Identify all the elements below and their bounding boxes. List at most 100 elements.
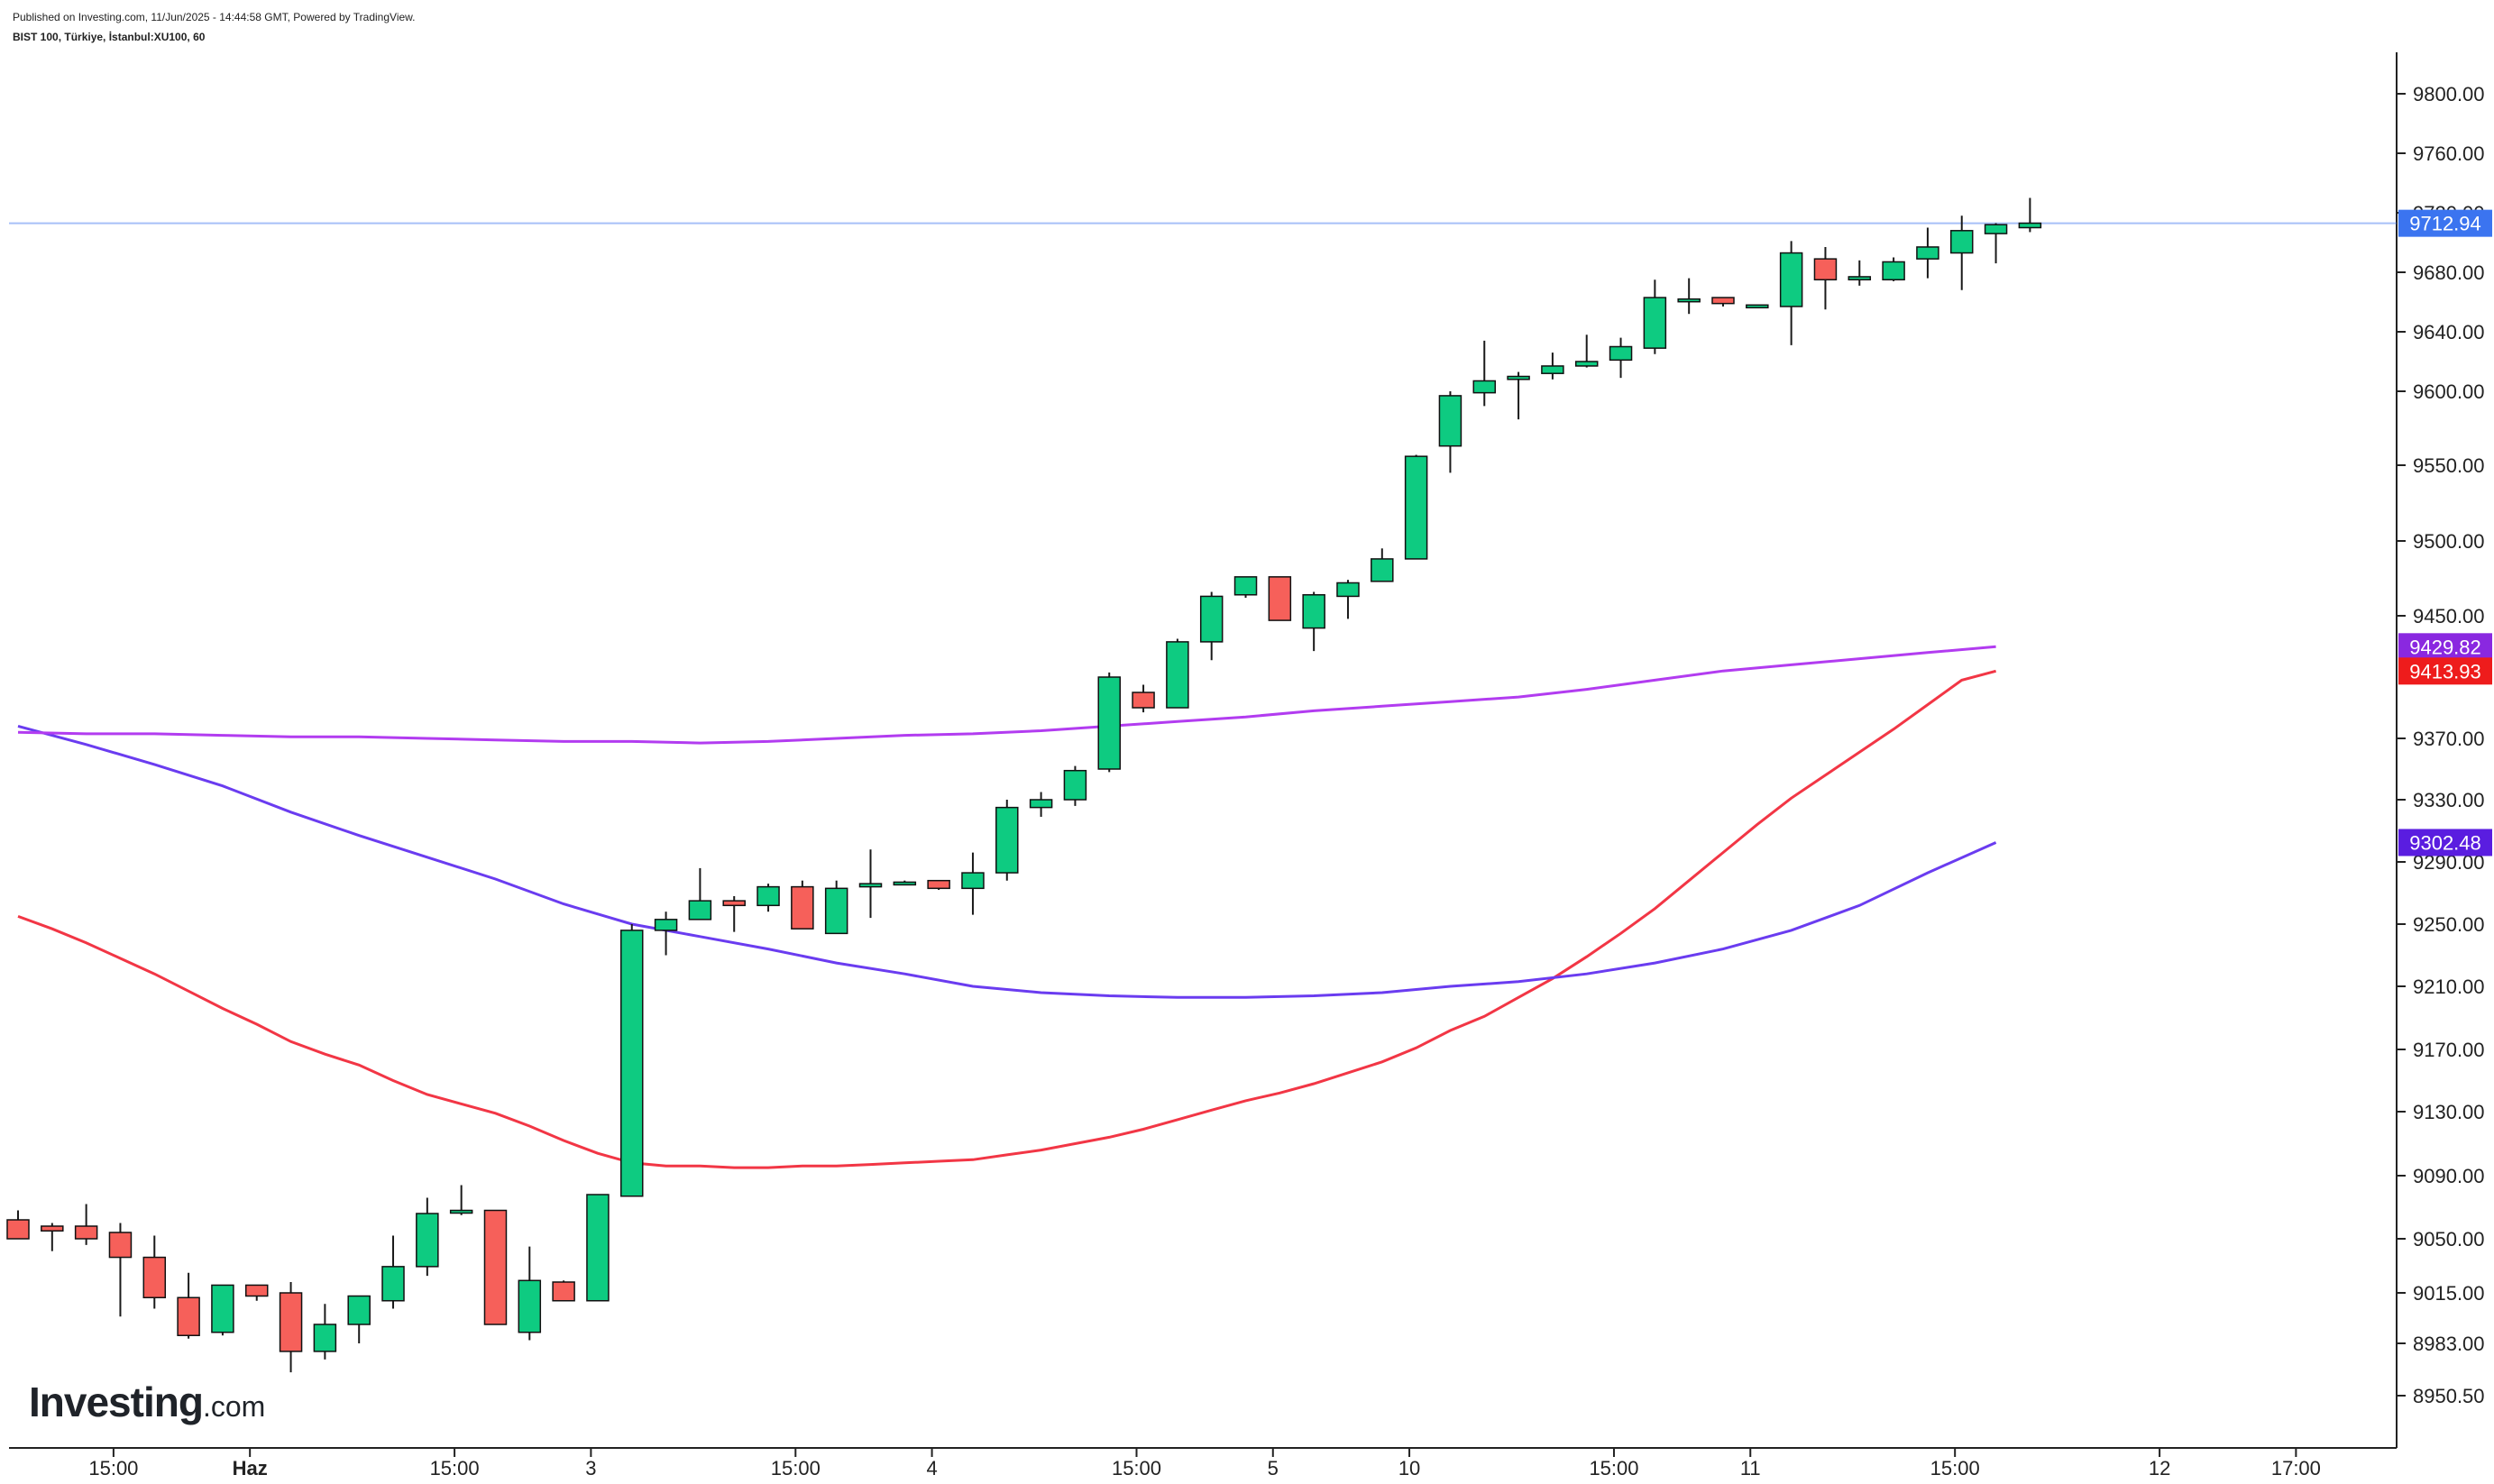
candle[interactable] — [1404, 454, 1428, 560]
candle[interactable] — [483, 1209, 508, 1325]
candle[interactable] — [1609, 337, 1633, 379]
candle-body — [279, 1292, 303, 1352]
candle[interactable] — [961, 852, 985, 915]
candle[interactable] — [1371, 548, 1394, 582]
candle[interactable] — [74, 1204, 98, 1245]
candle-body — [1233, 576, 1258, 596]
candle[interactable] — [313, 1304, 337, 1360]
candle[interactable] — [893, 880, 917, 886]
candle[interactable] — [620, 924, 644, 1197]
candle[interactable] — [1302, 591, 1325, 652]
candle-body — [927, 879, 950, 890]
candle[interactable] — [347, 1295, 371, 1344]
candle[interactable] — [1472, 340, 1497, 407]
candle[interactable] — [6, 1210, 30, 1240]
price-badge: 9413.93 — [2398, 657, 2492, 685]
logo-brand: Investing — [29, 1379, 204, 1425]
candle[interactable] — [416, 1197, 439, 1277]
symbol-line: BIST 100, Türkiye, İstanbul:XU100, 60 — [13, 31, 206, 43]
candle-body — [1779, 252, 1803, 307]
candle-body — [1438, 395, 1462, 447]
candle[interactable] — [1233, 576, 1258, 599]
moving-averages — [17, 645, 1997, 1169]
candle[interactable] — [1848, 260, 1872, 286]
candle[interactable] — [1677, 278, 1701, 315]
candle[interactable] — [1268, 576, 1292, 621]
y-tick-label: 9330.00 — [2413, 789, 2485, 811]
candle[interactable] — [1336, 580, 1360, 619]
candle[interactable] — [1711, 297, 1735, 307]
candle[interactable] — [142, 1235, 167, 1309]
candle[interactable] — [41, 1223, 64, 1251]
candle[interactable] — [1984, 223, 2008, 264]
candle-body — [552, 1281, 575, 1302]
candle[interactable] — [1029, 792, 1053, 817]
candle[interactable] — [1166, 638, 1189, 709]
candle[interactable] — [1779, 241, 1803, 345]
y-tick-label: 8983.00 — [2413, 1333, 2485, 1355]
candle[interactable] — [108, 1223, 133, 1317]
candle[interactable] — [756, 884, 780, 912]
candle[interactable] — [1574, 334, 1599, 368]
candle[interactable] — [688, 867, 712, 921]
candle[interactable] — [1063, 765, 1087, 806]
candle-body — [1507, 375, 1530, 380]
candle[interactable] — [1507, 371, 1530, 420]
candle-body — [1472, 380, 1497, 394]
candle-body — [654, 919, 678, 931]
price-badge-label: 9712.94 — [2409, 213, 2481, 235]
candle[interactable] — [1097, 672, 1121, 773]
candle[interactable] — [1813, 246, 1838, 310]
candle-body — [381, 1266, 405, 1302]
candle-body — [1199, 595, 1224, 643]
candle-body — [858, 883, 883, 888]
candle[interactable] — [1132, 684, 1155, 713]
candle[interactable] — [177, 1272, 200, 1339]
candle[interactable] — [654, 911, 678, 956]
candle[interactable] — [552, 1280, 575, 1302]
candle[interactable] — [791, 880, 814, 930]
candle-body — [74, 1225, 98, 1240]
candle-body — [893, 881, 917, 886]
candle-body — [1029, 799, 1053, 809]
candle-body — [518, 1279, 542, 1333]
candle[interactable] — [927, 879, 950, 891]
candle[interactable] — [244, 1284, 269, 1301]
x-tick-label: 15:00 — [88, 1457, 138, 1479]
candle[interactable] — [518, 1246, 542, 1341]
candle[interactable] — [1746, 304, 1769, 309]
candle[interactable] — [381, 1235, 405, 1309]
candle[interactable] — [1643, 279, 1667, 354]
candle[interactable] — [1949, 215, 1974, 290]
published-line: Published on Investing.com, 11/Jun/2025 … — [13, 11, 416, 23]
candle-body — [791, 885, 814, 930]
candle-body — [449, 1209, 473, 1214]
moving-average-line-2 — [17, 724, 1997, 999]
candle-body — [1097, 676, 1121, 770]
candle-body — [6, 1219, 30, 1240]
candle[interactable] — [722, 895, 746, 932]
candle[interactable] — [211, 1284, 234, 1336]
candle[interactable] — [995, 800, 1019, 881]
y-tick-label: 9050.00 — [2413, 1228, 2485, 1250]
candle[interactable] — [824, 880, 848, 935]
candle[interactable] — [586, 1194, 610, 1302]
x-tick-label: 15:00 — [1930, 1457, 1980, 1479]
candle[interactable] — [1438, 391, 1462, 473]
chart-frame — [9, 52, 2398, 1449]
x-tick-label: 3 — [585, 1457, 596, 1479]
candle[interactable] — [1541, 353, 1564, 380]
candle-body — [1949, 230, 1974, 254]
candle-body — [1711, 297, 1735, 305]
candle[interactable] — [1916, 227, 1939, 279]
candle[interactable] — [858, 849, 883, 919]
candle[interactable] — [449, 1185, 473, 1215]
candle[interactable] — [1882, 257, 1905, 281]
moving-average-line-1 — [17, 669, 1996, 1169]
candle-body — [313, 1324, 337, 1352]
candle[interactable] — [1199, 591, 1224, 661]
candle[interactable] — [279, 1282, 303, 1373]
candle[interactable] — [2018, 197, 2042, 233]
candle-body — [1916, 246, 1939, 260]
